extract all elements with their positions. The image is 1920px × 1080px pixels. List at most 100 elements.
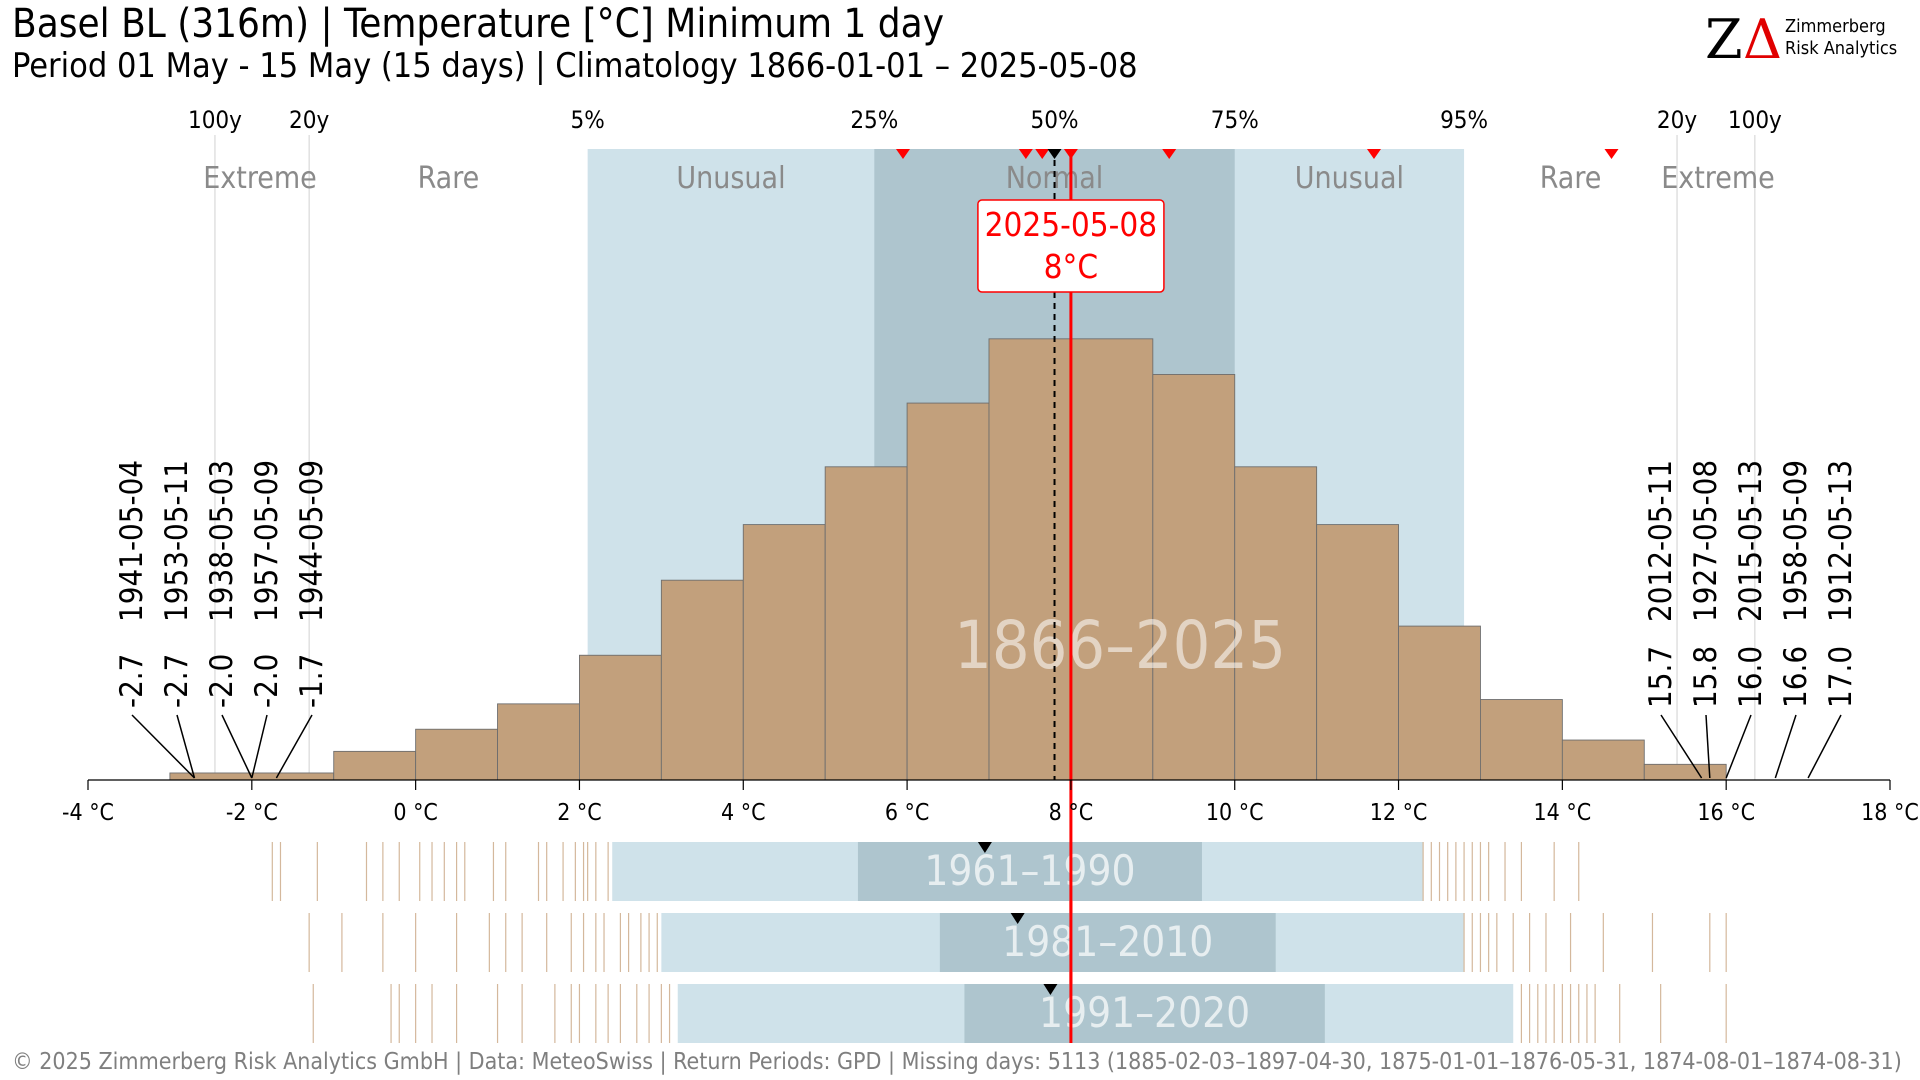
x-tick-label-9: 14 °C — [1534, 800, 1592, 826]
histogram-bar-14 — [1398, 625, 1481, 781]
percentile-label-2: 50% — [1031, 106, 1079, 134]
extreme-high-leader-2 — [1725, 714, 1752, 779]
extreme-low-value-1: -2.7 — [159, 654, 195, 708]
company-logo: Z Δ Zimmerberg Risk Analytics — [1705, 10, 1915, 70]
extreme-low-leader-3 — [251, 714, 268, 779]
extreme-low-annotation-0: -2.7 1941-05-04 — [114, 460, 150, 708]
x-tick-label-1: -2 °C — [226, 800, 278, 826]
logo-text: Zimmerberg Risk Analytics — [1785, 16, 1897, 60]
climatology-band-inner-0 — [857, 842, 1202, 901]
histogram-bar-7 — [824, 466, 908, 781]
extreme-low-date-0: 1941-05-04 — [114, 460, 150, 622]
extreme-high-date-3: 1958-05-09 — [1778, 460, 1814, 622]
return-period-label-3: 100y — [1728, 106, 1782, 134]
climatology-median-marker-2 — [1043, 984, 1058, 995]
percentile-label-3: 75% — [1211, 106, 1259, 134]
median-marker — [1047, 149, 1062, 159]
extreme-high-annotation-1: 15.8 1927-05-08 — [1688, 460, 1724, 708]
chart-subtitle: Period 01 May - 15 May (15 days) | Clima… — [12, 46, 1138, 86]
return-period-label-2: 20y — [1657, 106, 1697, 134]
extreme-high-value-0: 15.7 — [1643, 646, 1679, 708]
extreme-high-date-4: 1912-05-13 — [1823, 460, 1859, 622]
climatology-label-0: 1961–1990 — [924, 846, 1135, 895]
histogram-bar-10 — [1070, 338, 1154, 781]
climatology-label-2: 1991–2020 — [1039, 988, 1250, 1037]
current-callout-value: 8°C — [1044, 247, 1098, 286]
x-tick-label-5: 6 °C — [885, 800, 930, 826]
extreme-high-value-4: 17.0 — [1823, 646, 1859, 708]
extreme-high-date-0: 2012-05-11 — [1643, 460, 1679, 622]
recent-marker-3 — [1063, 149, 1078, 159]
extreme-high-value-2: 16.0 — [1733, 646, 1769, 708]
return-period-label-1: 20y — [289, 106, 329, 134]
climatology-label-1: 1981–2010 — [1002, 917, 1213, 966]
percentile-label-4: 95% — [1440, 106, 1488, 134]
extreme-high-annotation-0: 15.7 2012-05-11 — [1643, 460, 1679, 708]
extreme-high-leader-4 — [1807, 714, 1842, 779]
recent-marker-6 — [1604, 149, 1619, 159]
current-callout-box — [977, 199, 1165, 293]
extreme-low-date-4: 1944-05-09 — [294, 460, 330, 622]
extreme-high-leader-0 — [1660, 714, 1703, 779]
extreme-low-value-2: -2.0 — [204, 654, 240, 708]
extreme-high-leader-1 — [1705, 714, 1711, 779]
extreme-low-annotation-4: -1.7 1944-05-09 — [294, 460, 330, 708]
histogram-bar-6 — [742, 524, 826, 781]
extreme-high-date-2: 2015-05-13 — [1733, 460, 1769, 622]
extreme-high-value-1: 15.8 — [1688, 646, 1724, 708]
histogram-bar-13 — [1316, 524, 1399, 781]
climatology-band-inner-2 — [964, 984, 1325, 1043]
recent-marker-2 — [1035, 149, 1050, 159]
logo-name-line2: Risk Analytics — [1785, 38, 1898, 59]
extreme-low-annotation-3: -2.0 1957-05-09 — [249, 460, 285, 708]
histogram-bar-17 — [1643, 763, 1727, 781]
extreme-low-annotation-2: -2.0 1938-05-03 — [204, 460, 240, 708]
logo-delta-glyph: Δ — [1743, 8, 1782, 71]
footer-credits: © 2025 Zimmerberg Risk Analytics GmbH | … — [12, 1049, 1902, 1075]
x-tick-label-2: 0 °C — [393, 800, 438, 826]
extreme-low-leader-2 — [221, 714, 253, 779]
histogram-bar-8 — [906, 402, 990, 781]
x-tick-label-6: 8 °C — [1049, 800, 1094, 826]
extreme-high-annotation-3: 16.6 1958-05-09 — [1778, 460, 1814, 708]
extreme-low-date-2: 1938-05-03 — [204, 460, 240, 622]
recent-marker-5 — [1366, 149, 1381, 159]
extreme-low-value-3: -2.0 — [249, 654, 285, 708]
x-tick-label-4: 4 °C — [721, 800, 766, 826]
x-tick-label-11: 18 °C — [1861, 800, 1919, 826]
extreme-high-value-3: 16.6 — [1778, 646, 1814, 708]
zone-label-4: Unusual — [1295, 161, 1404, 196]
zone-label-1: Rare — [418, 161, 480, 196]
extreme-low-leader-1 — [176, 714, 196, 779]
histogram-bar-9 — [988, 338, 1072, 781]
percentile-label-0: 5% — [571, 106, 605, 134]
climatology-band-inner-1 — [939, 913, 1276, 972]
histogram-bar-2 — [415, 728, 498, 781]
extreme-high-leader-3 — [1774, 714, 1797, 779]
recent-marker-0 — [895, 149, 910, 159]
extreme-low-value-0: -2.7 — [114, 654, 150, 708]
histogram-bar-1 — [333, 750, 417, 781]
histogram-bar-3 — [497, 703, 580, 781]
current-callout-date: 2025-05-08 — [985, 205, 1158, 244]
histogram-bar-16 — [1561, 739, 1645, 781]
x-tick-label-10: 16 °C — [1697, 800, 1755, 826]
x-tick-label-7: 10 °C — [1206, 800, 1264, 826]
recent-marker-1 — [1018, 149, 1033, 159]
return-period-label-0: 100y — [188, 106, 242, 134]
histogram-bar-11 — [1152, 374, 1236, 781]
zone-label-3: Normal — [1006, 161, 1104, 196]
extreme-low-date-1: 1953-05-11 — [159, 460, 195, 622]
extreme-high-annotation-4: 17.0 1912-05-13 — [1823, 460, 1859, 708]
climatology-median-marker-1 — [1010, 913, 1025, 924]
x-tick-label-0: -4 °C — [62, 800, 114, 826]
x-tick-label-3: 2 °C — [557, 800, 602, 826]
extreme-low-annotation-1: -2.7 1953-05-11 — [159, 460, 195, 708]
logo-z-glyph: Z — [1705, 8, 1743, 71]
period-label: 1866–2025 — [954, 607, 1286, 684]
chart-title: Basel BL (316m) | Temperature [°C] Minim… — [12, 1, 944, 47]
histogram-bar-4 — [579, 654, 662, 781]
recent-marker-4 — [1162, 149, 1177, 159]
logo-name-line1: Zimmerberg — [1785, 16, 1886, 37]
